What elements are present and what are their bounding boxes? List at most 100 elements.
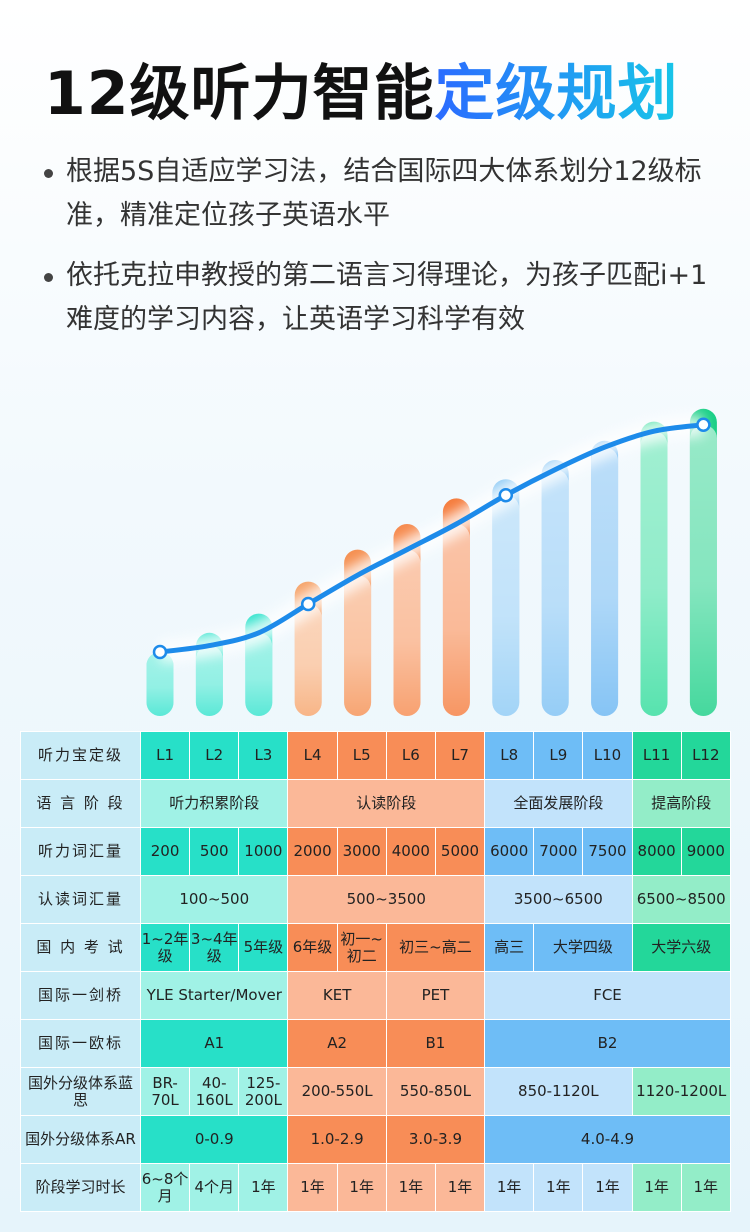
ar-cell: 3.0-3.9 — [385, 1115, 486, 1164]
listen-vocab-cell: 7500 — [582, 827, 633, 876]
domestic-cell: 5年级 — [238, 923, 289, 972]
title-part-2: 定级规划 — [434, 59, 679, 129]
bar-L6 — [393, 524, 421, 716]
bar-L12 — [689, 408, 717, 716]
level-cell: L4 — [287, 731, 338, 780]
level-cell: L11 — [631, 731, 682, 780]
lexile-cell: 1120-1200L — [631, 1067, 731, 1116]
duration-cell: 1年 — [336, 1163, 387, 1212]
header-lexile: 国外分级体系蓝思 — [20, 1067, 141, 1116]
header-cambridge: 国际一剑桥 — [20, 971, 141, 1020]
bar-fade — [640, 431, 668, 716]
level-cell: L6 — [385, 731, 436, 780]
lexile-cell: 125-200L — [238, 1067, 289, 1116]
bullet-item-1: 根据5S自适应学习法，结合国际四大体系划分12级标准，精准定位孩子英语水平 — [42, 150, 732, 238]
listen-vocab-cell: 6000 — [484, 827, 535, 876]
trend-marker — [498, 487, 514, 503]
level-cell: L1 — [139, 731, 191, 780]
duration-cell: 1年 — [582, 1163, 633, 1212]
listen-vocab-cell: 1000 — [238, 827, 289, 876]
read-vocab-cell: 6500~8500 — [631, 875, 731, 924]
duration-cell: 1年 — [533, 1163, 584, 1212]
domestic-cell: 初一~初二 — [336, 923, 387, 972]
page-title: 12级听力智能定级规划 — [44, 52, 679, 136]
bar-fade — [146, 652, 174, 716]
row-read-vocab: 认读词汇量 100~500 500~3500 3500~6500 6500~85… — [20, 875, 731, 924]
lexile-cell: 550-850L — [385, 1067, 486, 1116]
listen-vocab-cell: 200 — [139, 827, 191, 876]
level-cell: L3 — [238, 731, 289, 780]
lexile-cell: 850-1120L — [484, 1067, 633, 1116]
duration-cell: 1年 — [385, 1163, 436, 1212]
level-cell: L7 — [434, 731, 486, 780]
header-stage: 语 言 阶 段 — [20, 779, 141, 828]
trend-marker — [696, 417, 711, 433]
row-cambridge: 国际一剑桥 YLE Starter/Mover KET PET FCE — [20, 971, 731, 1020]
listen-vocab-cell: 8000 — [631, 827, 682, 876]
level-cell: L2 — [189, 731, 240, 780]
bar-fade — [344, 575, 372, 716]
chart-trend — [152, 413, 711, 663]
bar-L11 — [640, 421, 668, 716]
duration-cell: 4个月 — [189, 1163, 240, 1212]
cefr-cell: A1 — [139, 1019, 289, 1068]
lexile-cell: 40-160L — [189, 1067, 240, 1116]
cefr-cell: B1 — [385, 1019, 486, 1068]
cambridge-cell: YLE Starter/Mover — [139, 971, 289, 1020]
row-duration: 阶段学习时长 6~8个月 4个月 1年 1年 1年 1年 1年 1年 1年 1年… — [20, 1163, 731, 1212]
row-level: 听力宝定级 L1 L2 L3 L4 L5 L6 L7 L8 L9 L10 L11… — [20, 731, 731, 780]
cefr-cell: B2 — [484, 1019, 731, 1068]
domestic-cell: 大学四级 — [533, 923, 633, 972]
bar-fade — [492, 495, 520, 716]
listen-vocab-cell: 4000 — [385, 827, 436, 876]
bar-L4 — [294, 581, 322, 716]
duration-cell: 1年 — [434, 1163, 486, 1212]
header-cefr: 国际一欧标 — [20, 1019, 141, 1068]
cambridge-cell: KET — [287, 971, 387, 1020]
row-listen-vocab: 听力词汇量 200 500 1000 2000 3000 4000 5000 6… — [20, 827, 731, 876]
header-level: 听力宝定级 — [20, 731, 141, 780]
listen-vocab-cell: 9000 — [680, 827, 731, 876]
lexile-cell: 200-550L — [287, 1067, 387, 1116]
trend-line — [157, 422, 706, 655]
bar-fade — [689, 424, 717, 716]
header-listen-vocab: 听力词汇量 — [20, 827, 141, 876]
bar-L9 — [541, 460, 569, 716]
row-cefr: 国际一欧标 A1 A2 B1 B2 — [20, 1019, 731, 1068]
level-cell: L10 — [582, 731, 633, 780]
listen-vocab-cell: 2000 — [287, 827, 338, 876]
header-ar: 国外分级体系AR — [20, 1115, 141, 1164]
stage-cell: 全面发展阶段 — [484, 779, 633, 828]
bar-fade — [245, 632, 273, 716]
level-chart — [146, 408, 717, 716]
domestic-cell: 6年级 — [287, 923, 338, 972]
level-cell: L9 — [533, 731, 584, 780]
read-vocab-cell: 100~500 — [139, 875, 289, 924]
cambridge-cell: FCE — [484, 971, 731, 1020]
row-stage: 语 言 阶 段 听力积累阶段 认读阶段 全面发展阶段 提高阶段 — [20, 779, 731, 828]
trend-marker — [300, 596, 316, 612]
level-cell: L8 — [484, 731, 535, 780]
domestic-cell: 高三 — [484, 923, 535, 972]
listen-vocab-cell: 7000 — [533, 827, 584, 876]
title-part-1: 12级听力智能 — [44, 59, 435, 129]
header-duration: 阶段学习时长 — [20, 1163, 141, 1212]
read-vocab-cell: 3500~6500 — [484, 875, 633, 924]
listen-vocab-cell: 5000 — [434, 827, 486, 876]
read-vocab-cell: 500~3500 — [287, 875, 486, 924]
duration-cell: 1年 — [484, 1163, 535, 1212]
row-lexile: 国外分级体系蓝思 BR-70L 40-160L 125-200L 200-550… — [20, 1067, 731, 1116]
lexile-cell: BR-70L — [139, 1067, 191, 1116]
stage-cell: 认读阶段 — [287, 779, 486, 828]
bar-fade — [393, 549, 421, 716]
listen-vocab-cell: 3000 — [336, 827, 387, 876]
bar-fade — [541, 469, 569, 716]
bar-L8 — [492, 479, 520, 716]
bar-L7 — [442, 498, 470, 716]
bar-L1 — [146, 652, 174, 716]
duration-cell: 1年 — [287, 1163, 338, 1212]
ar-cell: 1.0-2.9 — [287, 1115, 387, 1164]
duration-cell: 6~8个月 — [139, 1163, 191, 1212]
chart-bars — [146, 408, 717, 716]
level-cell: L5 — [336, 731, 387, 780]
